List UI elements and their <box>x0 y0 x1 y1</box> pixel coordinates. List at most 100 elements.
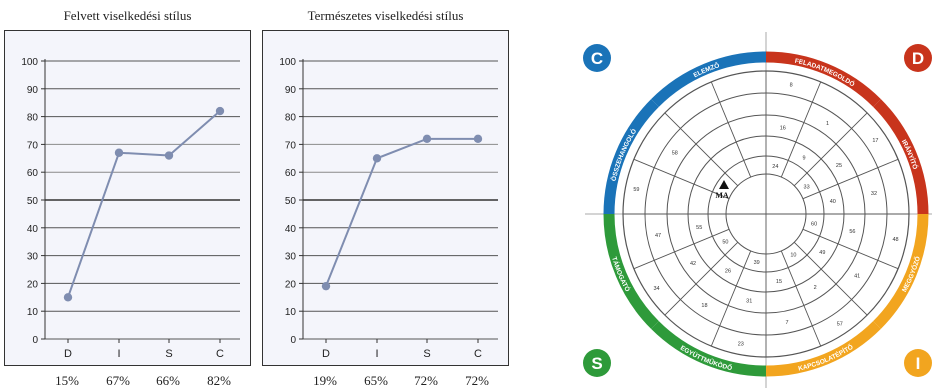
wheel-segment-arc <box>603 99 659 215</box>
wheel-number: 42 <box>690 261 696 267</box>
x-tick-label: I <box>117 348 120 360</box>
y-tick-label: 50 <box>27 196 39 207</box>
wheel-number: 55 <box>696 225 702 231</box>
wheel-number: 40 <box>830 199 836 205</box>
percent-label: 72% <box>414 373 438 388</box>
wheel-segment-arc <box>651 321 767 377</box>
series-line <box>325 137 478 287</box>
y-tick-label: 20 <box>285 279 297 290</box>
wheel-number: 48 <box>893 237 899 243</box>
data-point <box>215 106 225 116</box>
percent-label: 72% <box>465 373 489 388</box>
wheel-number: 32 <box>871 191 877 197</box>
wheel-number: 15 <box>776 279 782 285</box>
x-tick-label: D <box>322 348 330 360</box>
wheel-spoke <box>664 112 739 187</box>
y-tick-label: 100 <box>21 57 38 68</box>
line-chart-natural: 0 10 20 30 40 50 60 70 80 90 100 D I S C <box>262 30 509 366</box>
wheel-spoke <box>664 241 739 316</box>
wheel-number: 16 <box>780 126 786 132</box>
wheel-spoke <box>710 250 752 347</box>
quadrant-badge <box>904 44 932 72</box>
wheel-segment-arc <box>765 51 881 107</box>
wheel-segment-arc <box>651 51 767 107</box>
data-point <box>114 148 124 157</box>
series-line <box>67 110 221 298</box>
wheel-number: 1 <box>826 121 829 127</box>
wheel-segment-arc <box>603 213 659 329</box>
wheel-spoke <box>710 81 752 178</box>
wheel-number: 9 <box>802 156 805 162</box>
data-point <box>422 134 432 144</box>
position-marker-icon <box>719 180 729 189</box>
y-tick-label: 80 <box>27 113 39 124</box>
wheel-number: 8 <box>790 82 793 88</box>
wheel-spoke <box>780 81 822 178</box>
y-tick-label: 10 <box>27 307 39 318</box>
wheel-number: 34 <box>654 286 660 292</box>
data-point <box>473 134 483 144</box>
y-tick-label: 50 <box>285 196 297 207</box>
wheel-number: 25 <box>836 163 842 169</box>
data-point <box>321 281 331 291</box>
y-tick-label: 90 <box>285 85 297 96</box>
x-tick-label: S <box>165 348 172 360</box>
percent-label: 66% <box>156 373 180 388</box>
y-tick-label: 80 <box>285 113 297 124</box>
data-point <box>372 154 382 163</box>
wheel-number: 23 <box>738 342 744 348</box>
y-tick-label: 0 <box>290 335 296 346</box>
x-tick-label: C <box>216 348 224 360</box>
wheel-number: 24 <box>772 164 778 170</box>
quadrant-letter: C <box>591 49 603 68</box>
wheel-number: 7 <box>785 320 788 326</box>
y-tick-label: 40 <box>27 224 39 235</box>
quadrant-letter: I <box>916 354 921 373</box>
quadrant-letter: D <box>912 49 924 68</box>
quadrant-badge <box>583 44 611 72</box>
y-tick-label: 40 <box>285 224 297 235</box>
wheel-number: 31 <box>746 298 752 304</box>
wheel-number: 18 <box>701 303 707 309</box>
wheel-spoke <box>633 158 730 200</box>
y-tick-label: 70 <box>285 140 297 151</box>
x-tick-label: D <box>64 348 72 360</box>
y-tick-label: 60 <box>27 168 39 179</box>
percent-label: 67% <box>106 373 130 388</box>
chart-title: Felvett viselkedési stílus <box>63 8 192 23</box>
quadrant-letter: S <box>591 354 602 373</box>
y-tick-label: 100 <box>279 57 296 68</box>
y-tick-label: 10 <box>285 307 297 318</box>
wheel-number: 17 <box>872 138 878 144</box>
quadrant-badge <box>583 349 611 377</box>
y-tick-label: 30 <box>27 252 39 263</box>
wheel-segment-arc <box>873 99 929 215</box>
wheel-number: 50 <box>722 239 728 245</box>
chart-svg: 0 10 20 30 40 50 60 70 80 90 100 D I S C <box>279 57 498 360</box>
wheel-number: 57 <box>837 321 843 327</box>
wheel-number: 56 <box>849 229 855 235</box>
wheel-number: 39 <box>754 260 760 266</box>
percent-label: 19% <box>313 373 337 388</box>
wheel-spoke <box>802 158 899 200</box>
percent-label: 15% <box>55 373 79 388</box>
y-tick-label: 90 <box>27 85 39 96</box>
wheel-segment-arc <box>873 213 929 329</box>
wheel-number: 59 <box>633 187 639 193</box>
wheel-number: 10 <box>790 253 796 259</box>
data-point <box>63 293 73 302</box>
wheel-number: 60 <box>811 221 817 227</box>
wheel-number: 26 <box>725 268 731 274</box>
wheel-spoke <box>793 112 868 187</box>
y-tick-label: 20 <box>27 279 39 290</box>
wheel-spoke <box>802 228 899 270</box>
wheel-number: 33 <box>804 185 810 191</box>
marker-label: MA <box>715 191 729 200</box>
natural-style-panel: Természetes viselkedési stílus 0 10 20 30 40… <box>258 0 513 388</box>
wheel-number: 41 <box>854 274 860 280</box>
disc-wheel: FELADATMEGOLDÓIRÁNYÍTÓMEGGYŐZŐKAPCSOLATÉ… <box>583 32 932 388</box>
y-tick-label: 60 <box>285 168 297 179</box>
percent-label: 65% <box>364 373 388 388</box>
wheel-number: 2 <box>814 285 817 291</box>
wheel-number: 49 <box>819 250 825 256</box>
